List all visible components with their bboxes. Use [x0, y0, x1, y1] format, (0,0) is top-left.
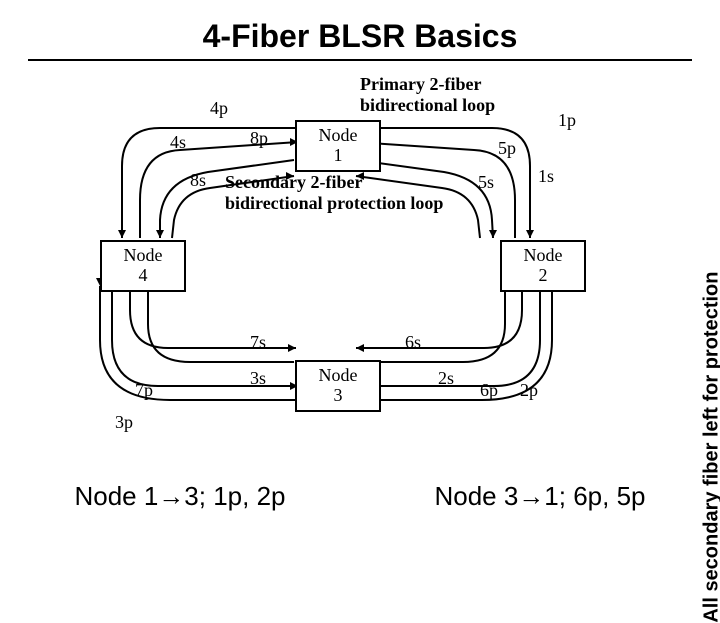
edge-label-4p: 4p	[210, 98, 228, 119]
blsr-diagram: Node1 Node2 Node3 Node4 4p 8p 4s8s 1p 5p 1s 5s…	[60, 80, 620, 450]
edge-label-4s: 4s	[170, 132, 186, 153]
node-3: Node3	[295, 360, 381, 412]
route-right: Node 3→1; 6p, 5p	[434, 481, 645, 512]
title-divider	[28, 59, 692, 61]
edge-label-8s: 8s	[190, 170, 206, 191]
edge-label-7s: 7s	[250, 332, 266, 353]
edge-label-2s: 2s	[438, 368, 454, 389]
route-left: Node 1→3; 1p, 2p	[74, 481, 285, 512]
edge-label-3s: 3s	[250, 368, 266, 389]
edge-label-1p: 1p	[558, 110, 576, 131]
edge-label-1s: 1s	[538, 166, 554, 187]
edge-label-3p: 3p	[115, 412, 133, 433]
edge-label-5p: 5p	[498, 138, 516, 159]
annotation-secondary: Secondary 2-fiberbidirectional protectio…	[225, 172, 443, 214]
edge-label-8p: 8p	[250, 128, 268, 149]
edge-label-5s: 5s	[478, 172, 494, 193]
edge-label-6s: 6s	[405, 332, 421, 353]
edge-label-7p: 7p	[135, 380, 153, 401]
annotation-primary: Primary 2-fiberbidirectional loop	[360, 74, 495, 116]
node-4: Node4	[100, 240, 186, 292]
footer-routes: Node 1→3; 1p, 2p Node 3→1; 6p, 5p	[0, 481, 720, 512]
edge-label-2p: 2p	[520, 380, 538, 401]
page-title: 4-Fiber BLSR Basics	[0, 0, 720, 55]
node-1: Node1	[295, 120, 381, 172]
node-2: Node2	[500, 240, 586, 292]
side-annotation: All secondary fiber left for protection	[701, 272, 720, 623]
edge-label-6p: 6p	[480, 380, 498, 401]
